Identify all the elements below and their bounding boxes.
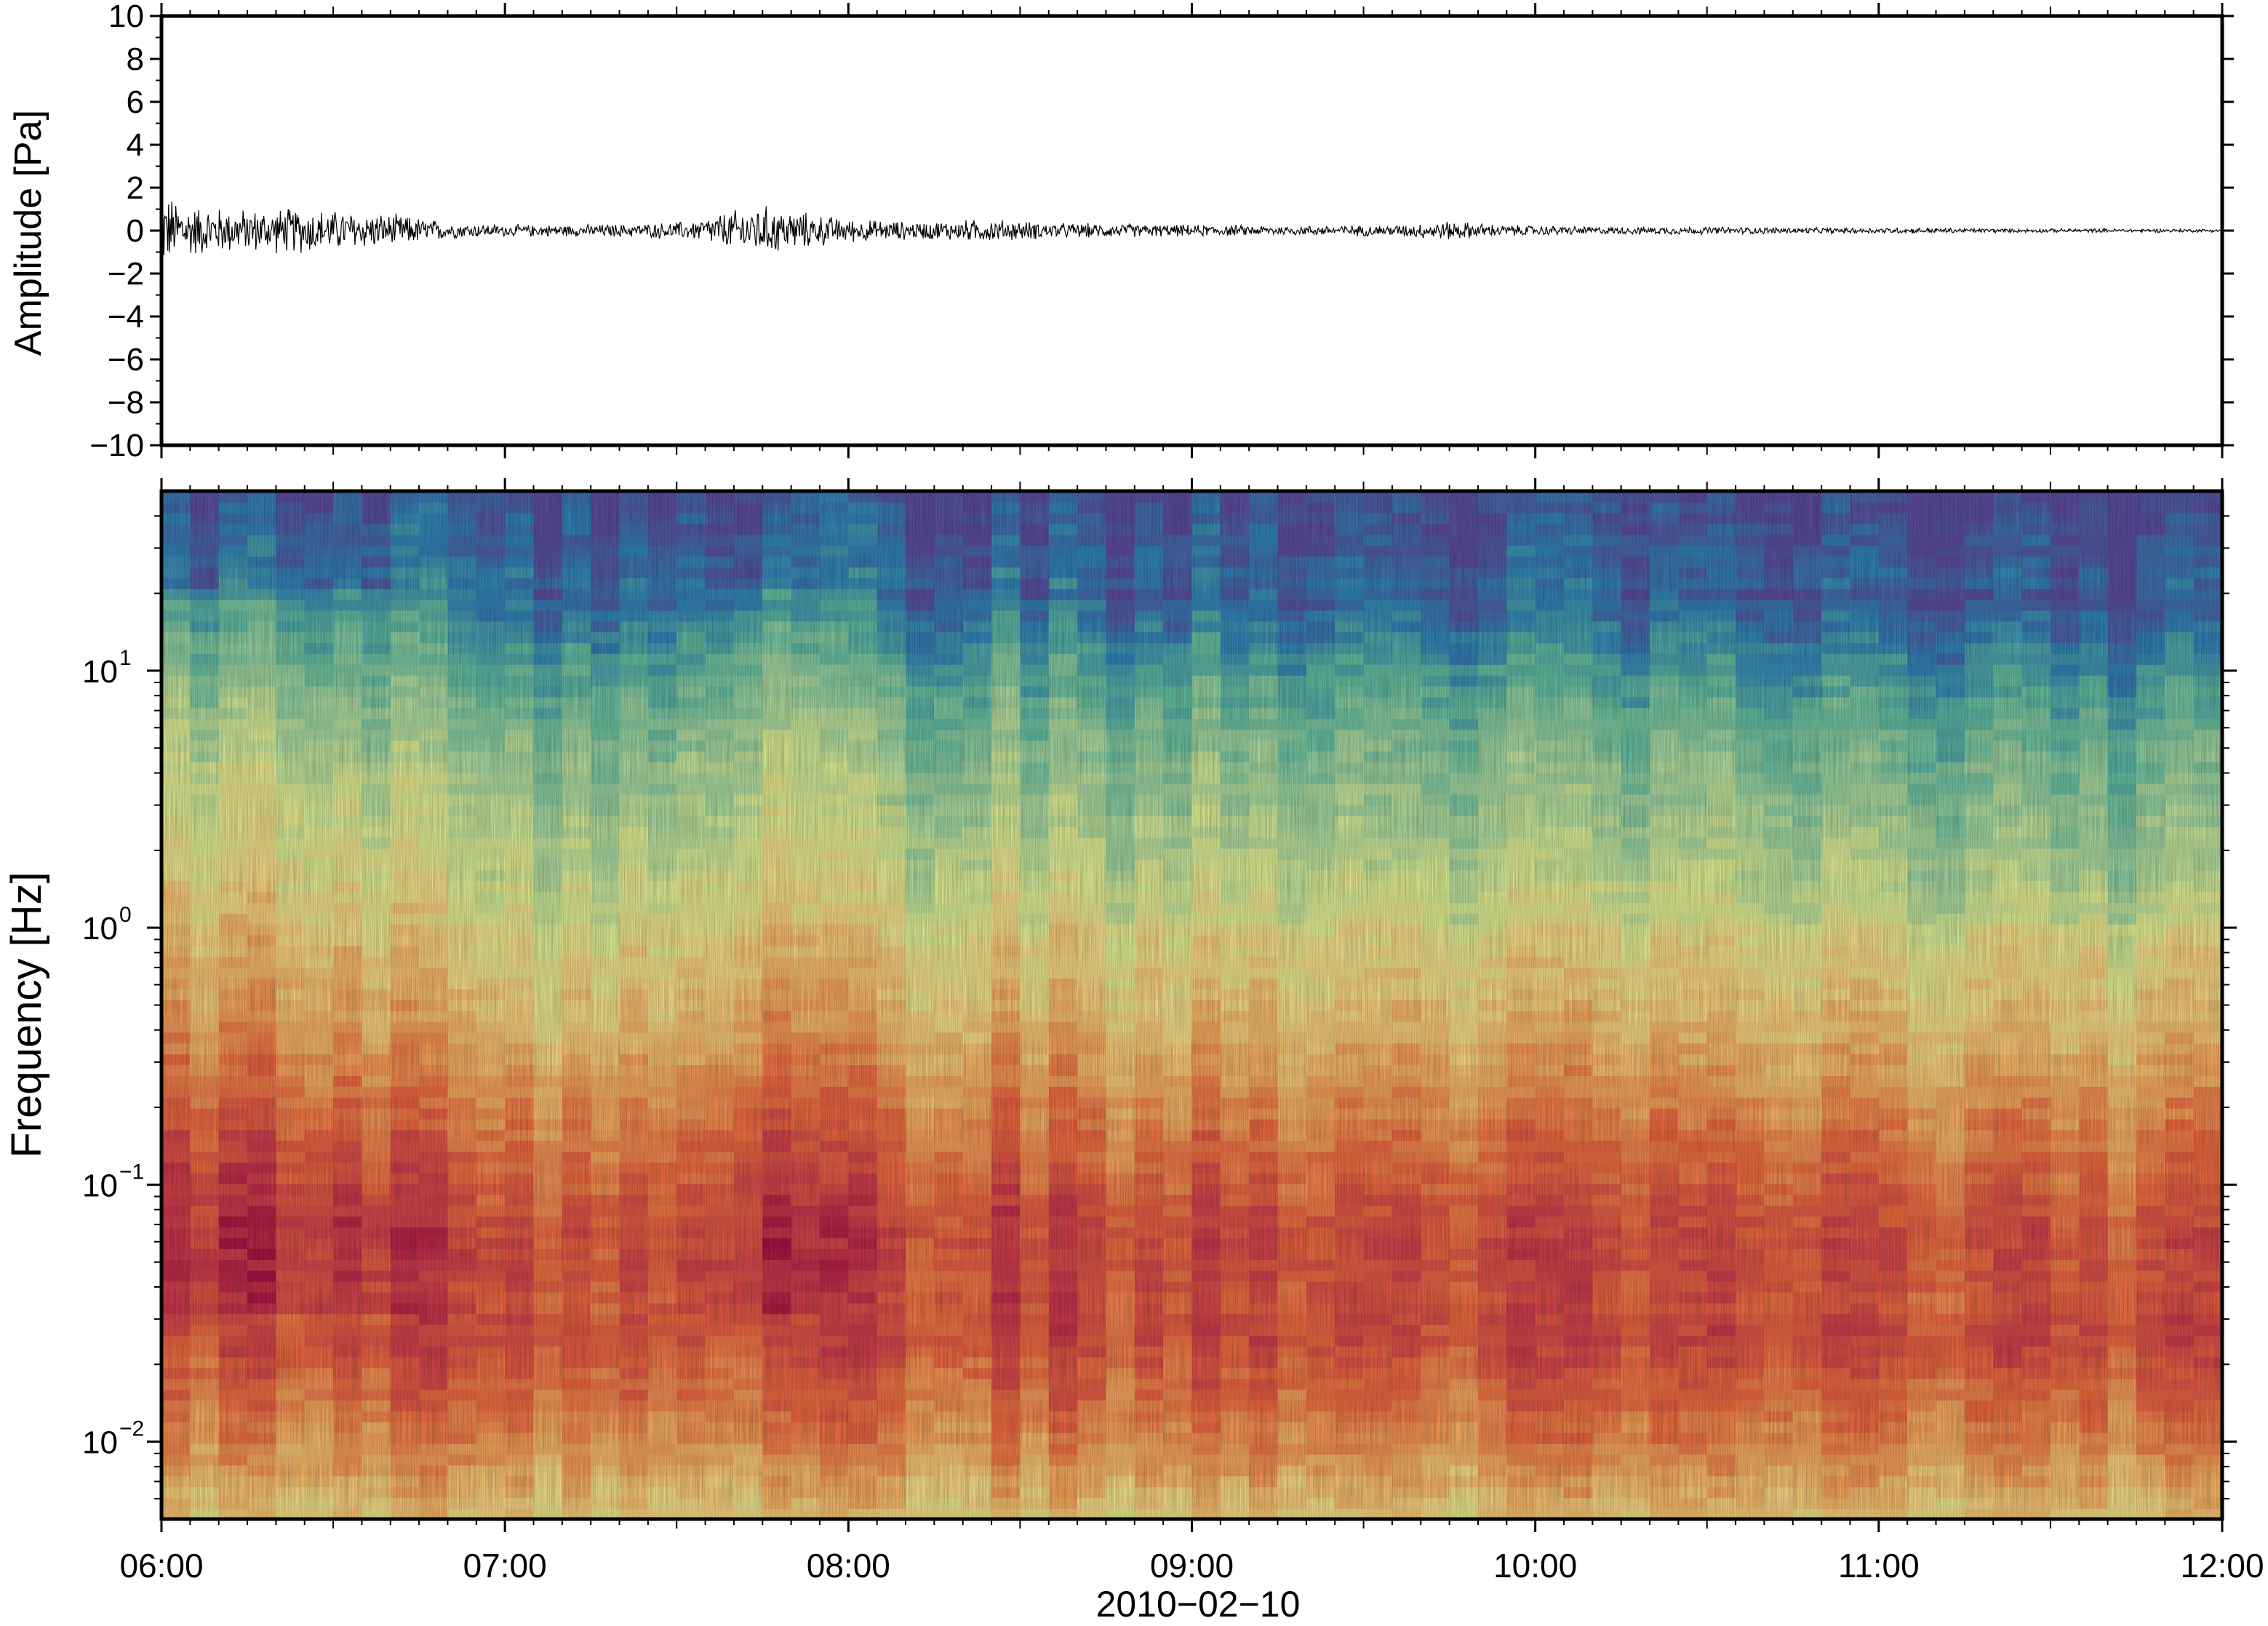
waveform-trace xyxy=(161,202,2223,255)
spectrogram-panel xyxy=(161,491,2223,1520)
waveform-panel xyxy=(161,202,2223,255)
